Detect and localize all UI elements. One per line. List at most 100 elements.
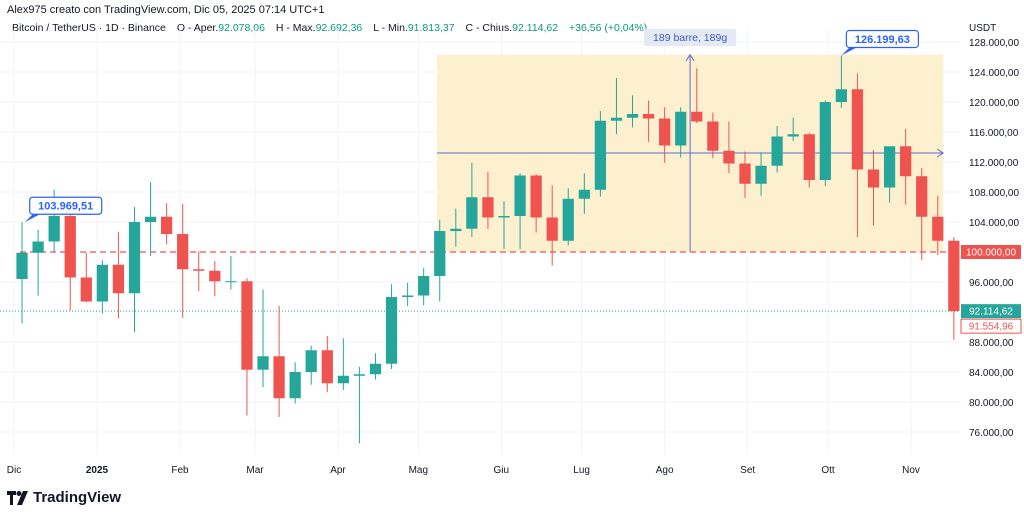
x-tick-label: Mar: [246, 465, 264, 476]
x-tick-label: Feb: [171, 465, 189, 476]
y-tick-label: 76.000,00: [969, 428, 1014, 439]
candle-body: [209, 270, 221, 282]
candle-body: [48, 216, 60, 242]
candle-body: [289, 372, 301, 399]
candle-body: [851, 89, 864, 170]
price-levels: [0, 251, 960, 312]
candle-body: [883, 146, 896, 188]
x-tick-label: Ott: [821, 465, 835, 476]
level-price-tag-box: [961, 245, 1021, 259]
y-tick-label: 84.000,00: [969, 368, 1014, 379]
candle-body: [675, 111, 687, 146]
candle-body: [177, 234, 189, 270]
callout-box: [29, 196, 103, 215]
x-tick-label: Dic: [7, 465, 21, 476]
x-tick-label: Apr: [330, 465, 346, 476]
candle-body: [562, 198, 574, 241]
candle-body: [514, 175, 526, 216]
candle-body: [948, 240, 960, 312]
low-value: 91.813,37: [407, 22, 455, 34]
secondary-price-tag-box: [960, 318, 1022, 334]
candle-body: [16, 252, 28, 279]
price-axis[interactable]: 128.000,00 124.000,00 120.000,00 116.000,00…: [960, 23, 1022, 439]
callout-box: [845, 29, 919, 49]
candle-body: [369, 363, 382, 375]
candle-body: [530, 175, 542, 218]
candle-body: [64, 216, 76, 278]
symbol-label[interactable]: Bitcoin / TetherUS · 1D · Binance: [12, 22, 166, 34]
callout-pointer: [841, 46, 859, 56]
callout-label: 126.199,63: [855, 34, 910, 46]
x-tick-label: 2025: [86, 465, 109, 476]
ohlc-legend: Bitcoin / TetherUS · 1D · Binance O - Ap…: [12, 22, 647, 34]
candle-body: [707, 121, 719, 151]
candle-body: [610, 117, 623, 121]
candle-body: [96, 264, 108, 302]
tradingview-logo-icon: [7, 490, 28, 505]
y-tick-label: 96.000,00: [969, 278, 1014, 289]
candle-body: [128, 222, 141, 294]
x-tick-label: Giu: [494, 465, 510, 476]
close-value: 92.114,62: [512, 22, 559, 34]
candle-body: [932, 216, 944, 241]
candle-body: [144, 216, 157, 222]
x-tick-label: Lug: [573, 465, 590, 476]
candle-body: [594, 120, 607, 190]
candle-body: [482, 197, 494, 218]
arrow-up-icon: [685, 53, 695, 62]
candle-body: [739, 163, 751, 184]
x-tick-label: Ago: [656, 465, 674, 476]
candle-body: [916, 176, 928, 217]
callout-pointer: [24, 213, 42, 223]
candle-body: [80, 277, 92, 302]
y-tick-label: 108.000,00: [969, 188, 1019, 199]
candle-body: [337, 375, 349, 384]
candle-body: [755, 165, 767, 184]
date-price-range-tool[interactable]: 189 barre, 189g: [437, 29, 945, 252]
arrow-right-icon: [936, 148, 945, 158]
x-tick-label: Set: [740, 465, 755, 476]
candle-body: [193, 269, 205, 271]
candle-body: [161, 216, 173, 234]
candle-body: [241, 281, 253, 370]
x-tick-label: Mag: [409, 465, 428, 476]
candle-body: [642, 114, 655, 119]
y-tick-label: 120.000,00: [969, 98, 1019, 109]
time-axis[interactable]: Dic 2025 Feb Mar Apr Mag Giu Lug Ago Set Ott Nov: [7, 465, 920, 476]
candle-body: [819, 102, 831, 180]
price-callouts[interactable]: 103.969,51 126.199,63: [24, 29, 919, 223]
high-label: H - Max.: [275, 22, 316, 34]
y-tick-label: 112.000,00: [969, 158, 1019, 169]
candle-body: [434, 231, 446, 276]
y-tick-label: 80.000,00: [969, 398, 1014, 409]
candle-body: [803, 134, 815, 180]
close-label: C - Chius.: [465, 22, 513, 34]
price-chart[interactable]: 189 barre, 189g 103.969,51 126.199,63 128…: [0, 0, 1024, 485]
open-label: O - Aper.: [176, 22, 219, 34]
open-value: 92.078,06: [218, 22, 265, 34]
x-tick-label: Nov: [902, 465, 920, 476]
candle-body: [867, 169, 880, 188]
y-tick-label: 124.000,00: [969, 68, 1019, 79]
candle-body: [787, 134, 799, 137]
low-label: L - Min.: [373, 22, 408, 34]
change-value: +36,56 (+0,04%): [569, 22, 648, 34]
candle-body: [835, 89, 848, 102]
candles: [16, 55, 960, 444]
range-label-box: [644, 29, 737, 46]
high-value: 92.692,36: [315, 22, 363, 34]
candle-body: [498, 216, 510, 218]
callout-label: 103.969,51: [38, 201, 93, 213]
candle-body: [771, 136, 783, 166]
candle-body: [691, 111, 703, 122]
y-tick-label: 104.000,00: [969, 218, 1019, 229]
candle-body: [578, 189, 590, 199]
candle-body: [418, 276, 430, 296]
candle-body: [659, 118, 671, 146]
tradingview-logo[interactable]: TradingView: [7, 489, 121, 506]
y-tick-label: 128.000,00: [969, 38, 1019, 49]
candle-body: [353, 374, 366, 376]
candle-body: [385, 297, 398, 364]
y-tick-label: 88.000,00: [969, 338, 1014, 349]
range-label: 189 barre, 189g: [653, 32, 727, 44]
